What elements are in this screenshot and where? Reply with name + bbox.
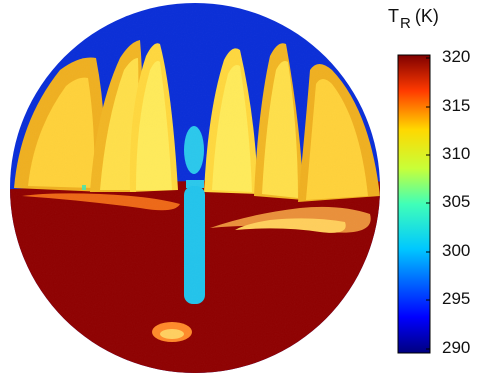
colorbar	[397, 54, 431, 354]
colorbar-title-symbol: T	[388, 6, 399, 26]
colorbar-tick-label: 320	[442, 47, 471, 66]
colorbar-tick-label: 315	[442, 96, 471, 115]
colorbar-tick-label: 300	[442, 241, 471, 260]
fisheye-disk	[10, 3, 380, 373]
colorbar-tick-label: 295	[442, 289, 471, 308]
colorbar-ticks	[426, 57, 430, 350]
colorbar-tick-label: 290	[442, 338, 471, 357]
colorbar-title-subscript: R	[400, 15, 411, 32]
colorbar-title: TR (K)	[388, 6, 439, 32]
colorbar-tick-label: 310	[442, 144, 471, 163]
colorbar-gradient	[397, 54, 431, 354]
colorbar-tick-label: 305	[442, 192, 471, 211]
colorbar-title-unit: (K)	[414, 6, 439, 26]
